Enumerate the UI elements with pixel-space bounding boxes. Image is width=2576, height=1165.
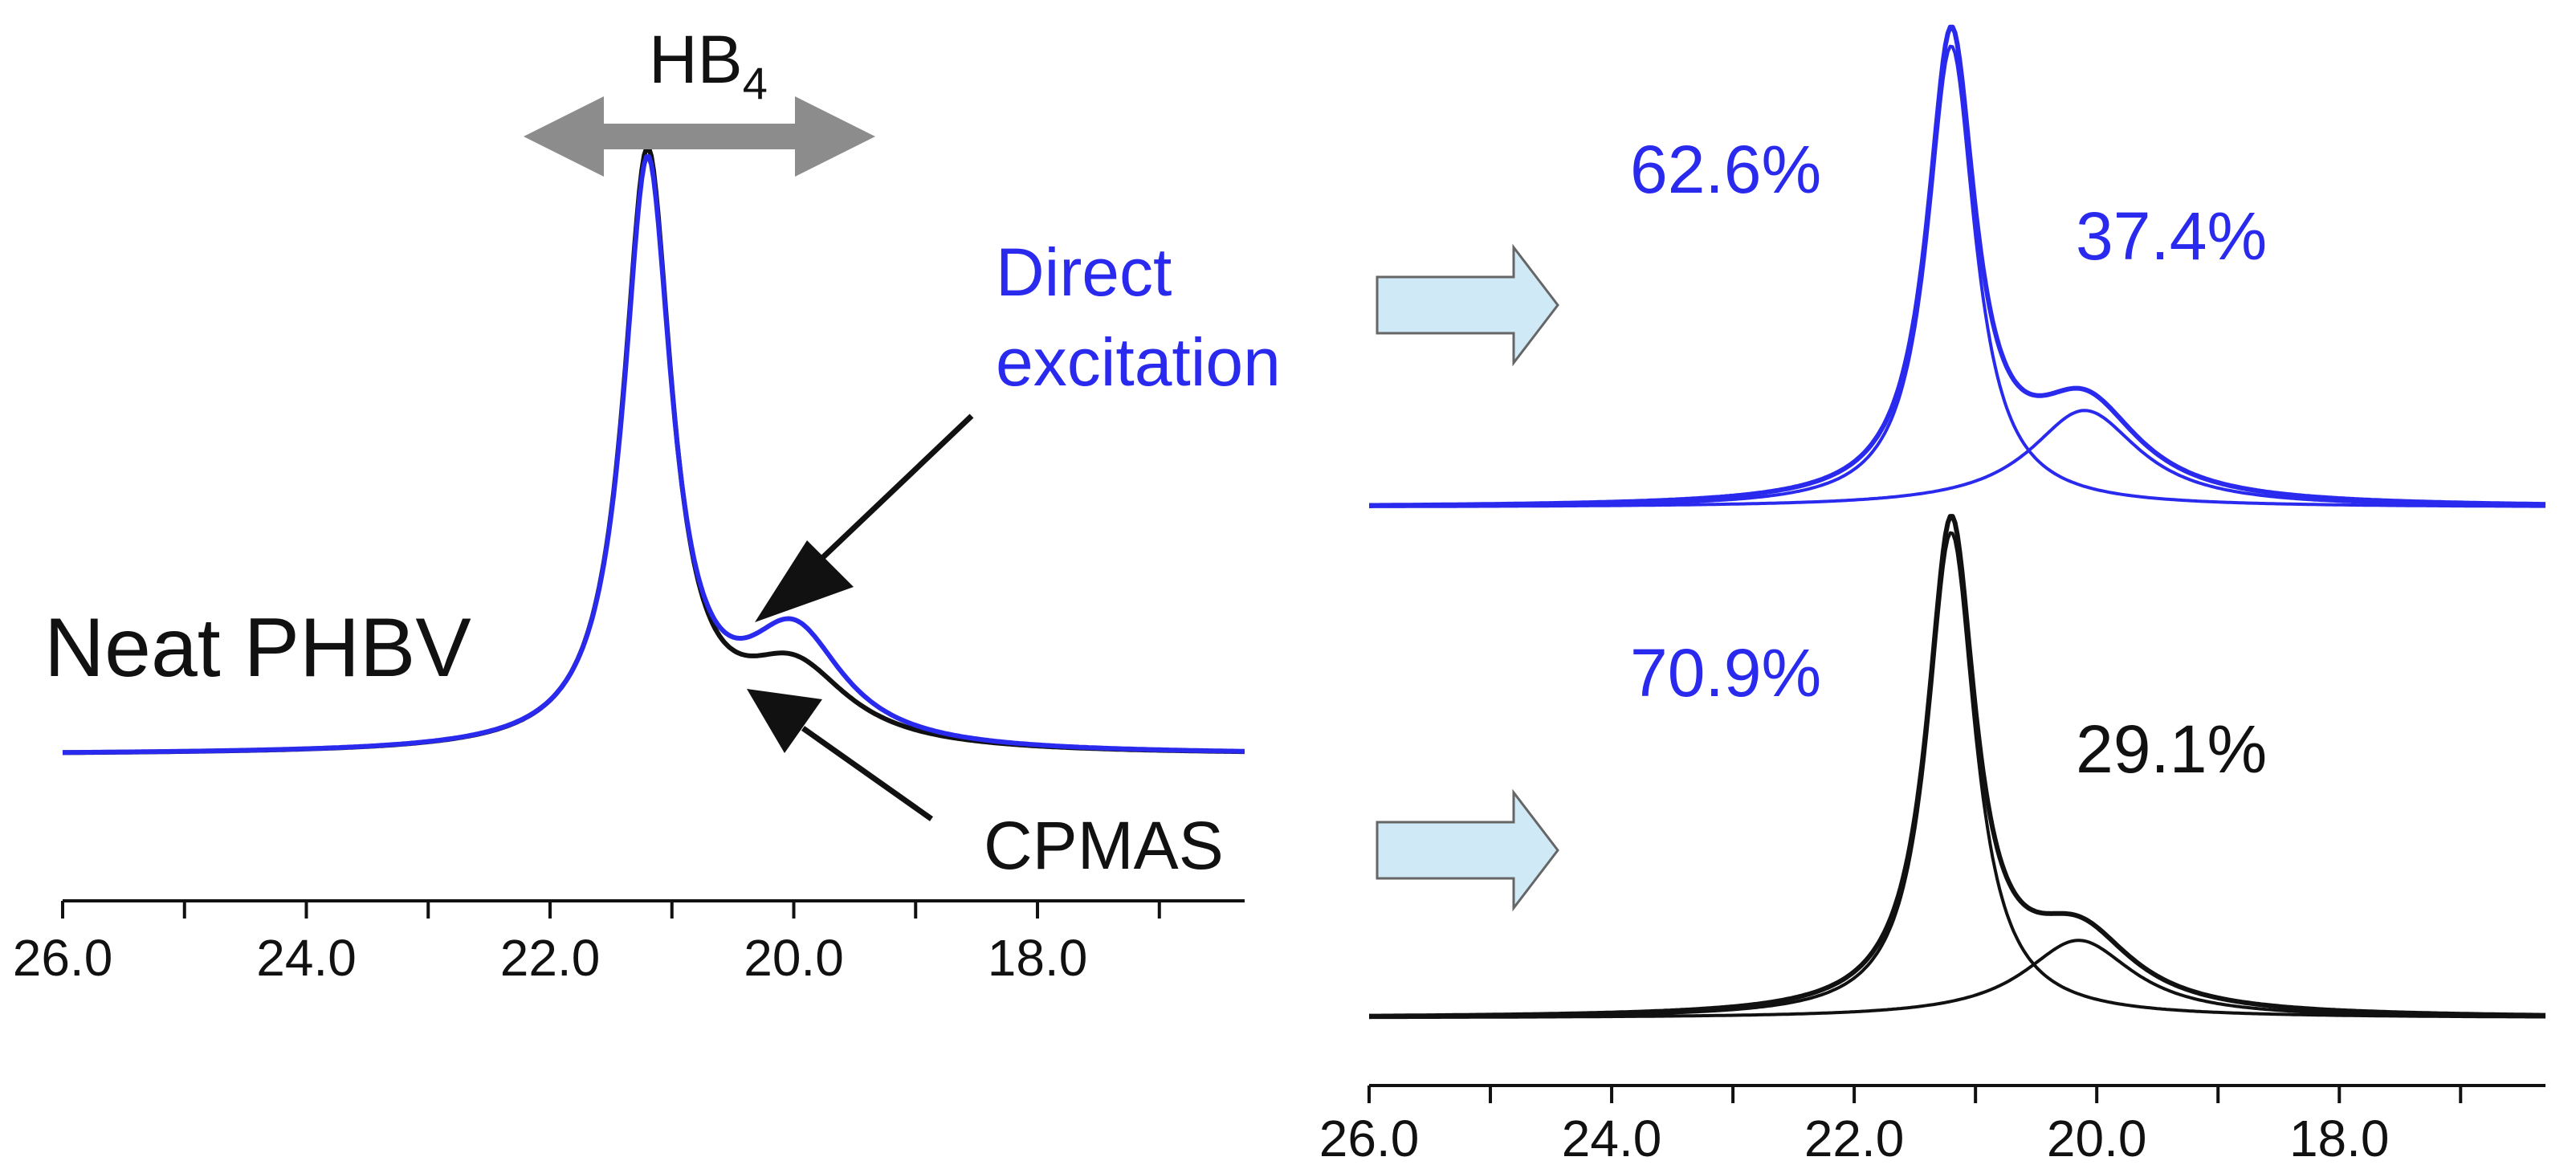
- left-tick-label: 26.0: [13, 929, 113, 987]
- direct-excitation-line1: Direct: [996, 234, 1172, 310]
- right-tick-label: 20.0: [2047, 1110, 2147, 1165]
- right-bottom-fit-curves: [1368, 514, 2546, 1020]
- left-tick-label: 20.0: [744, 929, 844, 987]
- block-arrow-bottom: [1376, 788, 1559, 912]
- block-arrow-top: [1376, 243, 1559, 367]
- direct-excitation-spectrum-line: [62, 154, 1245, 756]
- hb4-label: HB4: [649, 22, 768, 108]
- right-tick-label: 22.0: [1804, 1110, 1905, 1165]
- left-tick-label: 22.0: [500, 929, 601, 987]
- left-x-ticks: 26.0 24.0 22.0 20.0 18.0: [13, 901, 1161, 987]
- hb4-double-arrow: [524, 96, 875, 177]
- direct-excitation-arrow: [755, 413, 974, 622]
- right-bottom-label-shoulder: 29.1%: [2076, 711, 2267, 787]
- hb4-main: HB: [649, 22, 743, 97]
- right-bottom-label-main: 70.9%: [1630, 635, 1821, 711]
- left-tick-label: 24.0: [256, 929, 357, 987]
- right-x-ticks: 26.0 24.0 22.0 20.0 18.0: [1319, 1086, 2463, 1165]
- right-top-component-1-line: [1369, 44, 2545, 508]
- direct-excitation-line2: excitation: [996, 324, 1281, 400]
- neat-phbv-label: Neat PHBV: [44, 601, 471, 695]
- right-top-fit-curves: [1368, 24, 2546, 508]
- right-tick-label: 24.0: [1562, 1110, 1662, 1165]
- right-tick-label: 26.0: [1319, 1110, 1420, 1165]
- right-top-component-2-line: [1369, 409, 2545, 508]
- right-top-label-main: 62.6%: [1630, 132, 1821, 207]
- left-spectrum-panel: 26.0 24.0 22.0 20.0 18.0 HB4 Direct excitati…: [13, 22, 1281, 987]
- right-tick-label: 18.0: [2289, 1110, 2390, 1165]
- right-bottom-spectrum-panel: 26.0 24.0 22.0 20.0 18.0 70.9% 29.1%: [1319, 514, 2546, 1165]
- right-bottom-component-2-line: [1368, 939, 2546, 1020]
- cpmas-arrow: [747, 689, 934, 821]
- right-bottom-sum-line: [1368, 514, 2546, 1019]
- left-spectra: [62, 145, 1245, 756]
- right-bottom-component-1-line: [1369, 531, 2546, 1019]
- left-tick-label: 18.0: [988, 929, 1088, 987]
- right-top-sum-line: [1368, 24, 2546, 508]
- cpmas-label: CPMAS: [984, 808, 1224, 883]
- right-top-label-shoulder: 37.4%: [2076, 198, 2267, 274]
- right-top-spectrum-panel: 62.6% 37.4%: [1368, 24, 2546, 508]
- hb4-subscript: 4: [743, 58, 768, 108]
